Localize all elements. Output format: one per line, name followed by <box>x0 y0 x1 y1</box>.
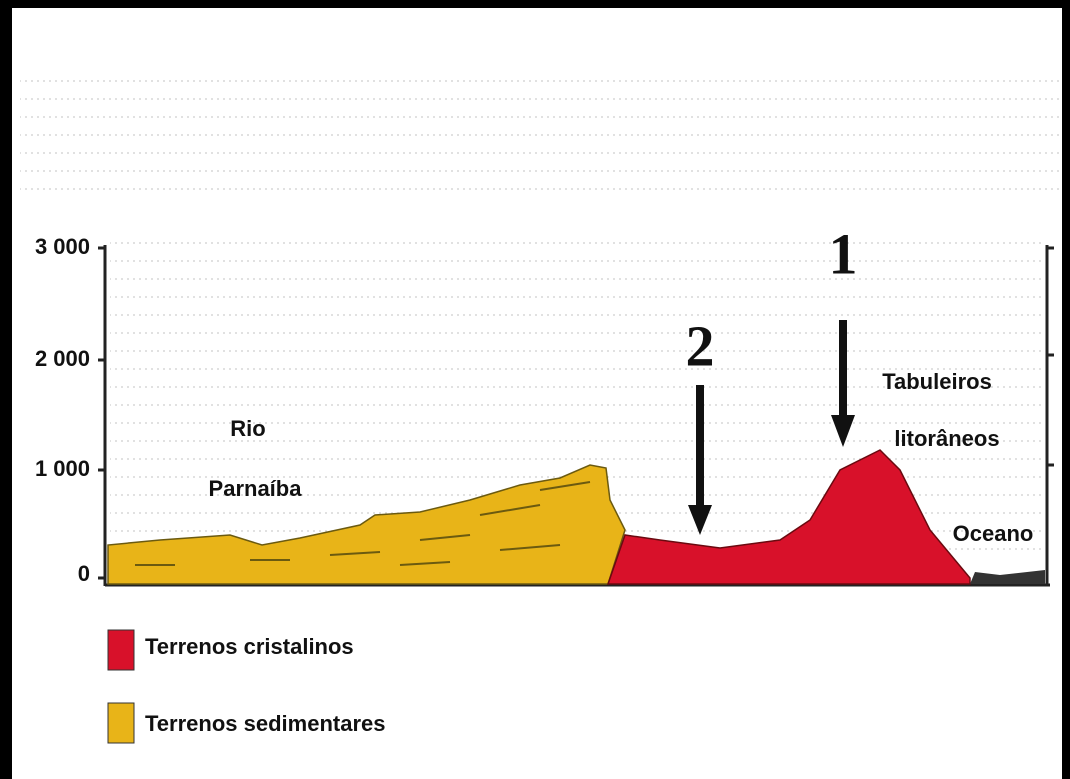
region-label: Tabuleiros <box>882 369 992 394</box>
tick-label: 0 <box>78 561 90 586</box>
marker-label: 2 <box>686 313 715 378</box>
legend-swatch <box>108 703 134 743</box>
region-label: Oceano <box>953 521 1034 546</box>
region-label: Parnaíba <box>209 476 303 501</box>
tick-label: 1 000 <box>35 456 90 481</box>
tick-label: 2 000 <box>35 346 90 371</box>
legend-label: Terrenos sedimentares <box>145 711 385 736</box>
legend-label: Terrenos cristalinos <box>145 634 354 659</box>
region-label: Rio <box>230 416 265 441</box>
diagram: 3 000 2 000 1 000 0 2 1 Rio Parnaíba Tab… <box>0 0 1070 779</box>
legend-swatch <box>108 630 134 670</box>
page: 3 000 2 000 1 000 0 2 1 Rio Parnaíba Tab… <box>0 0 1070 779</box>
texture <box>20 70 1060 200</box>
tick-label: 3 000 <box>35 234 90 259</box>
marker-label: 1 <box>829 221 858 286</box>
region-label: litorâneos <box>894 426 999 451</box>
